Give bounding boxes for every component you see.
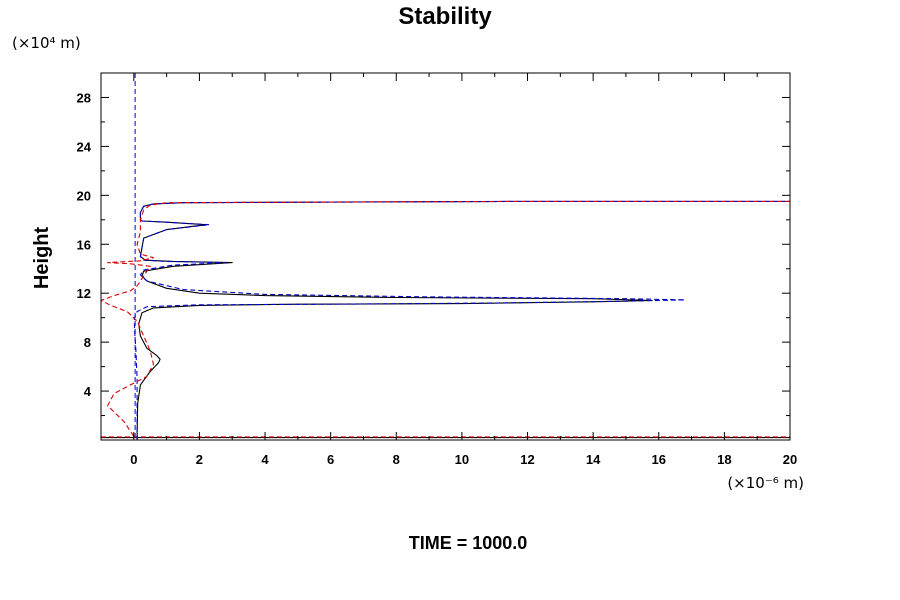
x-tick-label: 14	[586, 452, 601, 467]
chart-title: Stability	[398, 3, 492, 30]
series-line-1	[136, 200, 790, 440]
series-layer	[101, 73, 790, 440]
y-tick-label: 24	[77, 139, 92, 154]
y-axis-label: Height	[31, 227, 53, 290]
x-tick-label: 8	[393, 452, 400, 467]
y-tick-label: 8	[84, 335, 91, 350]
x-tick-label: 0	[130, 452, 137, 467]
x-tick-label: 20	[783, 452, 797, 467]
y-tick-label: 28	[77, 90, 91, 105]
x-tick-label: 10	[455, 452, 469, 467]
x-axis-unit: (×10⁻⁶ m)	[727, 474, 804, 492]
y-tick-label: 4	[84, 384, 92, 399]
x-tick-label: 6	[327, 452, 334, 467]
plot-frame	[100, 72, 791, 441]
y-tick-label: 12	[77, 286, 91, 301]
x-tick-label: 16	[652, 452, 666, 467]
plot-border	[100, 72, 791, 441]
series-line-2	[133, 200, 790, 440]
y-axis-ticks: 4 8 12 16 20 24 28	[77, 90, 790, 417]
y-tick-label: 16	[77, 237, 91, 252]
y-axis-unit: (×10⁴ m)	[12, 34, 81, 52]
x-tick-label: 18	[717, 452, 731, 467]
x-tick-label: 4	[261, 452, 269, 467]
x-tick-label: 2	[196, 452, 203, 467]
time-label: TIME = 1000.0	[409, 533, 528, 553]
x-axis-ticks: 0 2 4 6 8 10 12 14 16 18 20	[100, 73, 797, 467]
y-tick-label: 20	[77, 188, 91, 203]
x-tick-label: 12	[520, 452, 534, 467]
series-line-3	[101, 200, 790, 437]
